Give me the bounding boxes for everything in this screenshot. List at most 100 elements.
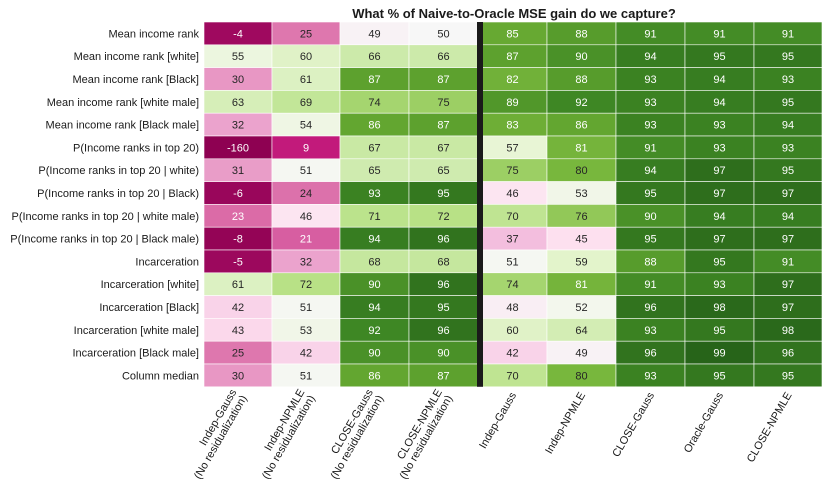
cell-value-label: 85	[506, 28, 518, 40]
cell-value-label: 95	[782, 370, 794, 382]
cell-value-label: 49	[575, 348, 587, 360]
cell-value-label: 80	[575, 370, 587, 382]
cell-value-label: 68	[368, 256, 380, 268]
row-label: Column median	[122, 370, 199, 382]
cell-value-label: 93	[713, 279, 725, 291]
cell-value-label: 92	[575, 97, 587, 109]
chart-title: What % of Naive-to-Oracle MSE gain do we…	[352, 6, 676, 21]
cell-value-label: 53	[300, 325, 312, 337]
cell-value-label: -5	[233, 256, 243, 268]
column-label: CLOSE-NPMLE	[745, 390, 795, 464]
cell-value-label: 95	[782, 165, 794, 177]
cell-value-label: -4	[233, 28, 243, 40]
cell-value-label: 59	[575, 256, 587, 268]
cell-value-label: 67	[368, 142, 380, 154]
cell-value-label: 42	[506, 348, 518, 360]
column-label: CLOSE-NPMLE(No residualization)	[387, 387, 455, 481]
cell-value-label: 76	[575, 211, 587, 223]
cell-value-label: 45	[575, 234, 587, 246]
row-label: P(Income ranks in top 20 | white)	[38, 165, 199, 177]
cell-value-label: 37	[506, 234, 518, 246]
cell-value-label: 87	[506, 51, 518, 63]
cell-value-label: 96	[437, 279, 449, 291]
column-label: Indep-Gauss(No residualization)	[182, 387, 250, 481]
cell-value-label: 95	[644, 188, 656, 200]
cell-value-label: 93	[644, 370, 656, 382]
row-label: P(Income ranks in top 20)	[73, 142, 199, 154]
cell-value-label: 74	[506, 279, 518, 291]
cell-value-label: 94	[713, 97, 725, 109]
row-labels: Mean income rank Mean income rank [white]…	[10, 28, 199, 382]
cell-value-label: 42	[300, 348, 312, 360]
cell-value-label: 93	[644, 325, 656, 337]
cell-value-label: 95	[713, 51, 725, 63]
cell-value-label: 81	[575, 142, 587, 154]
cell-value-label: 97	[782, 279, 794, 291]
cell-value-label: 55	[232, 51, 244, 63]
cell-value-label: 72	[300, 279, 312, 291]
cell-value-label: 97	[782, 234, 794, 246]
cell-value-label: 88	[575, 28, 587, 40]
cell-value-label: 91	[782, 28, 794, 40]
column-label: Indep-NPMLE(No residualization)	[250, 387, 318, 481]
row-label: Mean income rank [Black]	[72, 74, 199, 86]
cell-value-label: 60	[300, 51, 312, 63]
cell-value-label: 66	[368, 51, 380, 63]
cell-value-label: 60	[506, 325, 518, 337]
cell-value-label: 61	[232, 279, 244, 291]
cell-value-label: 88	[575, 74, 587, 86]
cell-value-label: 90	[437, 348, 449, 360]
column-label: Indep-NPMLE	[543, 390, 588, 456]
cell-value-label: 97	[713, 234, 725, 246]
cell-value-label: 94	[782, 120, 794, 132]
cell-value-label: 93	[782, 74, 794, 86]
cell-value-label: 96	[437, 234, 449, 246]
cell-value-label: 95	[782, 51, 794, 63]
cell-value-label: 52	[575, 302, 587, 314]
cell-value-label: 57	[506, 142, 518, 154]
cell-value-label: 95	[713, 256, 725, 268]
column-label: CLOSE-Gauss(No residualization)	[318, 387, 386, 481]
cell-value-label: 46	[300, 211, 312, 223]
column-label: Oracle-Gauss	[682, 390, 727, 455]
cell-value-label: 96	[782, 348, 794, 360]
cell-value-label: 87	[437, 370, 449, 382]
cell-value-label: 90	[368, 279, 380, 291]
cell-value-label: 23	[232, 211, 244, 223]
cell-value-label: 42	[232, 302, 244, 314]
row-label: P(Income ranks in top 20 | Black)	[37, 188, 199, 200]
cell-value-label: 93	[644, 74, 656, 86]
row-label: P(Income ranks in top 20 | Black male)	[10, 234, 199, 246]
cell-value-label: 30	[232, 370, 244, 382]
cell-value-label: 63	[232, 97, 244, 109]
cell-value-label: 94	[368, 302, 380, 314]
cell-value-label: 43	[232, 325, 244, 337]
cell-value-label: 30	[232, 74, 244, 86]
cell-value-label: 87	[437, 120, 449, 132]
cell-value-label: 49	[368, 28, 380, 40]
cell-value-label: 93	[782, 142, 794, 154]
cell-value-label: 96	[644, 302, 656, 314]
cell-value-label: 21	[300, 234, 312, 246]
cell-value-label: 93	[713, 142, 725, 154]
cell-value-label: 91	[644, 279, 656, 291]
cell-value-label: 96	[437, 325, 449, 337]
cell-value-label: 75	[506, 165, 518, 177]
cell-value-label: 89	[506, 97, 518, 109]
cell-value-label: 94	[713, 211, 725, 223]
cell-value-label: 97	[782, 302, 794, 314]
cell-value-label: 68	[437, 256, 449, 268]
cell-value-label: 94	[782, 211, 794, 223]
column-label: Indep-Gauss	[477, 390, 519, 451]
cell-value-label: 91	[713, 28, 725, 40]
cell-value-label: -160	[227, 142, 249, 154]
cell-value-label: 61	[300, 74, 312, 86]
row-label: Incarceration [white male]	[74, 325, 199, 337]
row-label: Mean income rank	[109, 28, 200, 40]
cell-value-label: 93	[644, 97, 656, 109]
cell-value-label: 90	[368, 348, 380, 360]
cell-value-label: 91	[782, 256, 794, 268]
cell-value-label: 9	[303, 142, 309, 154]
cell-value-label: 64	[575, 325, 587, 337]
cell-value-label: 46	[506, 188, 518, 200]
